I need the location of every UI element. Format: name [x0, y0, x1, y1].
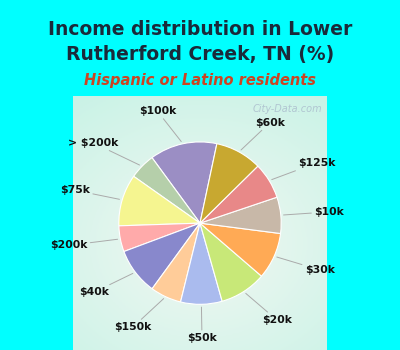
Wedge shape: [200, 197, 281, 233]
Wedge shape: [200, 223, 262, 301]
Text: $20k: $20k: [246, 293, 292, 325]
Text: $125k: $125k: [272, 158, 335, 180]
Text: Income distribution in Lower: Income distribution in Lower: [48, 20, 352, 39]
Text: $40k: $40k: [79, 273, 133, 298]
Wedge shape: [200, 144, 258, 223]
Text: $150k: $150k: [114, 299, 164, 332]
Text: $30k: $30k: [277, 257, 335, 275]
Wedge shape: [134, 158, 200, 223]
Text: $10k: $10k: [284, 207, 344, 217]
Text: Hispanic or Latino residents: Hispanic or Latino residents: [84, 73, 316, 88]
Text: $200k: $200k: [50, 239, 118, 250]
Text: Rutherford Creek, TN (%): Rutherford Creek, TN (%): [66, 45, 334, 64]
Text: $50k: $50k: [187, 307, 217, 343]
Wedge shape: [200, 166, 277, 223]
Wedge shape: [119, 223, 200, 252]
Text: > $200k: > $200k: [68, 138, 140, 165]
Wedge shape: [180, 223, 222, 304]
Wedge shape: [124, 223, 200, 289]
Text: City-Data.com: City-Data.com: [252, 104, 322, 114]
Text: $100k: $100k: [139, 106, 181, 141]
Wedge shape: [152, 142, 217, 223]
Wedge shape: [119, 176, 200, 226]
Text: $75k: $75k: [60, 185, 120, 199]
Wedge shape: [200, 223, 280, 276]
Wedge shape: [152, 223, 200, 302]
Text: $60k: $60k: [241, 118, 285, 150]
